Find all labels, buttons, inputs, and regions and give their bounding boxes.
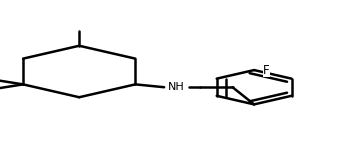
Text: F: F xyxy=(263,64,270,77)
Text: NH: NH xyxy=(168,82,184,92)
